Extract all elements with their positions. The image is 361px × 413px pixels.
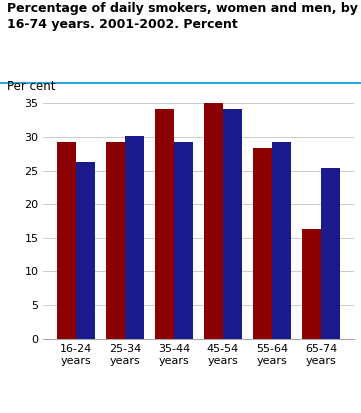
Bar bbox=[321, 169, 340, 339]
Bar bbox=[272, 142, 291, 339]
Bar bbox=[106, 142, 125, 339]
Bar bbox=[174, 142, 193, 339]
Text: Per cent: Per cent bbox=[7, 80, 56, 93]
Bar bbox=[223, 109, 242, 339]
Bar bbox=[253, 147, 272, 339]
Bar bbox=[156, 109, 174, 339]
Bar bbox=[57, 142, 76, 339]
Bar bbox=[303, 229, 321, 339]
Bar bbox=[204, 101, 223, 339]
Text: Percentage of daily smokers, women and men, by age,
16-74 years. 2001-2002. Perc: Percentage of daily smokers, women and m… bbox=[7, 2, 361, 31]
Bar bbox=[76, 162, 95, 339]
Bar bbox=[125, 135, 144, 339]
